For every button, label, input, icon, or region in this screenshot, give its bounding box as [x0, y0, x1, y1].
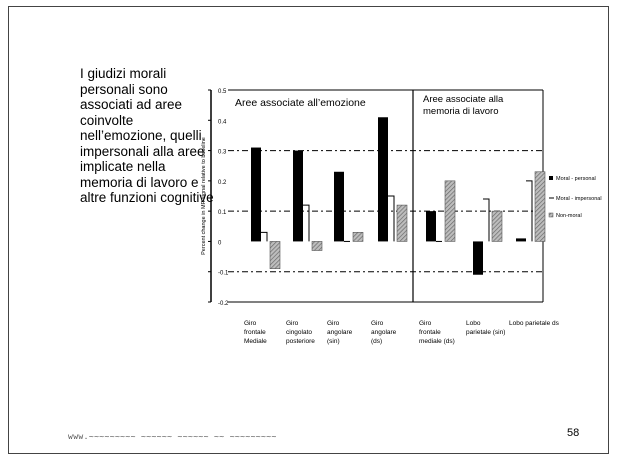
footer-url: www.~~~~~~~~~ ~~~~~~ ~~~~~~ ~~ ~~~~~~~~~: [68, 432, 277, 441]
category-label: Giro: [419, 320, 432, 327]
legend-label: Non-moral: [556, 213, 582, 219]
category-label: frontale: [244, 329, 266, 336]
bar-non-moral: [444, 180, 456, 242]
category-label: Mediale: [244, 338, 267, 345]
body-line: memoria di lavoro e: [80, 174, 199, 190]
body-line: coinvolte: [80, 112, 134, 128]
panel-label-working-memory: Aree associate alla memoria di lavoro: [423, 94, 504, 117]
category-label: Giro: [286, 320, 299, 327]
category-label: cingolato: [286, 329, 312, 336]
panel-label-emotion: Aree associate all’emozione: [235, 97, 366, 109]
y-tick-label: 0.4: [218, 119, 227, 125]
bar-non-moral: [352, 232, 364, 242]
y-tick-label: -0.1: [218, 271, 229, 277]
body-line: personali sono: [80, 81, 168, 97]
bar-moral-personal: [378, 117, 388, 242]
category-label: mediale (ds): [419, 338, 455, 345]
category-label: Giro: [327, 320, 340, 327]
bar-non-moral: [269, 241, 281, 269]
bar-moral-personal: [251, 147, 261, 242]
body-line: I giudizi morali: [80, 66, 167, 81]
bar-non-moral: [491, 210, 503, 242]
bar-moral-personal: [473, 241, 483, 275]
bar-moral-personal: [293, 150, 303, 242]
y-tick-label: 0: [218, 240, 222, 246]
body-line: nell’emozione, quelli: [80, 128, 202, 143]
body-line: associati ad aree: [80, 97, 183, 112]
bar-moral-personal: [516, 238, 526, 242]
y-tick-label: 0.2: [218, 180, 227, 186]
legend-label: Moral - personal: [556, 176, 596, 182]
category-label: frontale: [419, 329, 441, 336]
y-tick-label: 0.1: [218, 210, 227, 216]
bar-moral-impersonal: [526, 180, 533, 242]
body-line: altre funzioni cognitive: [80, 190, 214, 205]
y-tick-label: 0.5: [218, 89, 227, 95]
category-label: angolare: [327, 329, 353, 336]
y-tick-label: 0.3: [218, 150, 227, 156]
category-label: (ds): [371, 338, 382, 345]
bar-moral-impersonal: [303, 204, 310, 242]
bar-non-moral: [311, 241, 323, 251]
bar-moral-impersonal: [483, 198, 490, 242]
category-label: Lobo: [466, 320, 481, 327]
bar-non-moral: [534, 171, 546, 242]
bar-moral-personal: [426, 211, 436, 242]
category-label: angolare: [371, 329, 397, 336]
page-number: 58: [567, 427, 580, 439]
category-label: posteriore: [286, 338, 315, 345]
bar-moral-personal: [334, 171, 344, 242]
bar-moral-impersonal: [261, 231, 268, 242]
category-label: Giro: [371, 320, 384, 327]
slide-body-text: I giudizi morali personali sono associat…: [80, 66, 215, 206]
category-label: Giro: [244, 320, 257, 327]
category-label: Lobo parietale ds: [509, 320, 560, 327]
body-line: impersonali alla aree: [80, 143, 205, 159]
bar-moral-impersonal: [388, 195, 395, 242]
category-label: (sin): [327, 338, 340, 345]
category-label: parietale (sin): [466, 329, 505, 336]
bar-non-moral: [396, 204, 408, 242]
y-tick-label: -0.2: [218, 301, 229, 307]
legend-label: Moral - impersonal: [556, 196, 602, 202]
legend-swatch-moral-personal: [549, 176, 553, 180]
legend-swatch-non-moral: [548, 212, 554, 218]
y-axis-label: Percent change in MR signal relative to …: [201, 137, 207, 255]
body-line: implicate nella: [80, 159, 166, 174]
